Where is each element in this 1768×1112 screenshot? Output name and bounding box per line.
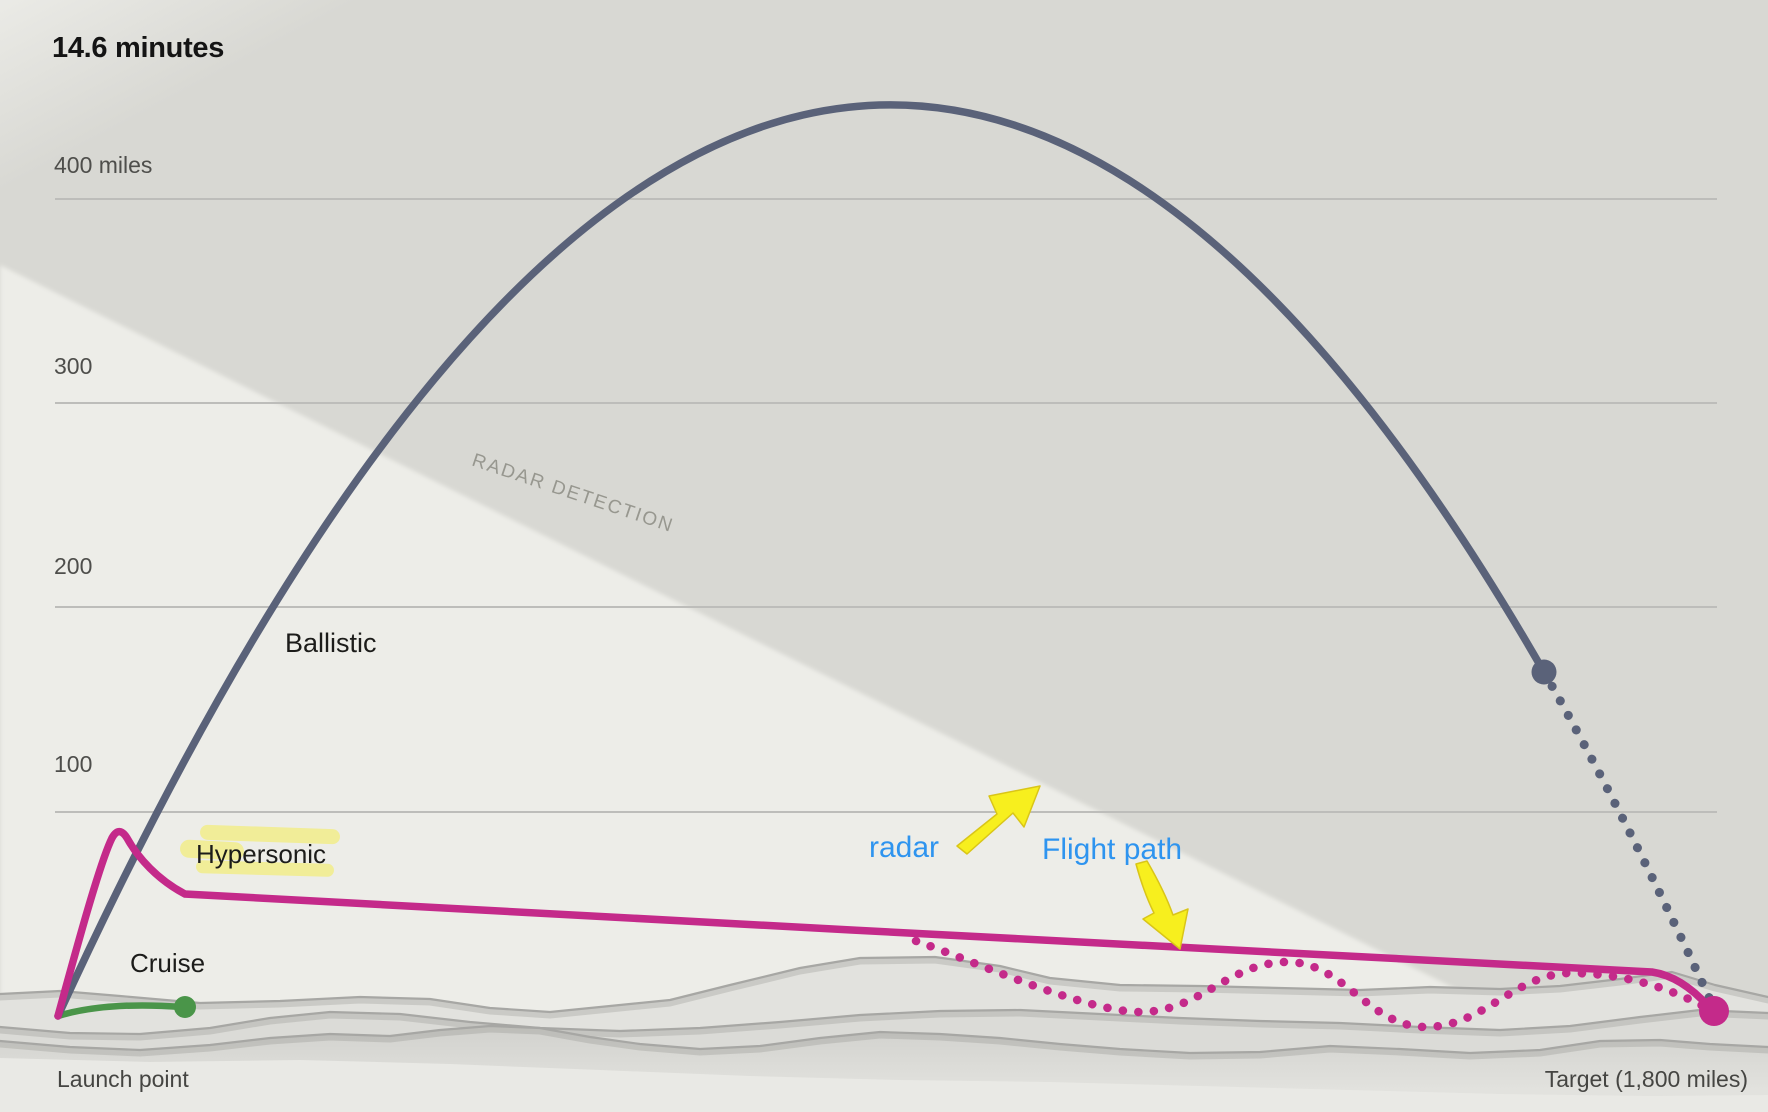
cruise-endpoint-dot	[174, 996, 196, 1018]
radar-annotation: radar	[869, 831, 940, 864]
launch-point-label: Launch point	[57, 1066, 189, 1092]
ballistic-dotted-descent	[1539, 667, 1717, 1009]
flight-path-annotation: Flight path	[1042, 833, 1183, 866]
ballistic-arc	[54, 101, 1548, 1020]
y-axis-label-100: 100	[54, 751, 93, 777]
y-axis-label-400: 400 miles	[54, 152, 153, 178]
cruise-path	[54, 1002, 186, 1020]
ballistic-trajectory	[54, 101, 1717, 1020]
flight-path-arrow-icon	[1135, 860, 1189, 950]
gridlines	[55, 198, 1717, 813]
target-impact-dot	[1699, 996, 1729, 1026]
radar-arrow-icon	[956, 785, 1041, 855]
ballistic-detection-dot	[1531, 659, 1557, 685]
annotation-arrows	[956, 785, 1189, 950]
ballistic-label: Ballistic	[285, 628, 377, 658]
hypersonic-evasive-weave	[911, 936, 1708, 1032]
hypersonic-label: Hypersonic	[196, 839, 327, 869]
outside-radar-zone	[0, 265, 1458, 1055]
terrain	[0, 955, 1768, 1112]
target-label: Target (1,800 miles)	[1544, 1066, 1748, 1092]
hypersonic-path	[54, 827, 1712, 1020]
y-axis-label-300: 300	[54, 353, 93, 379]
y-axis-label-200: 200	[54, 553, 93, 579]
terrain-foreground	[0, 1058, 1768, 1112]
chart-title: 14.6 minutes	[52, 32, 225, 64]
cruise-label: Cruise	[130, 948, 206, 978]
hypersonic-trajectory	[54, 827, 1729, 1032]
cruise-trajectory	[54, 996, 196, 1020]
